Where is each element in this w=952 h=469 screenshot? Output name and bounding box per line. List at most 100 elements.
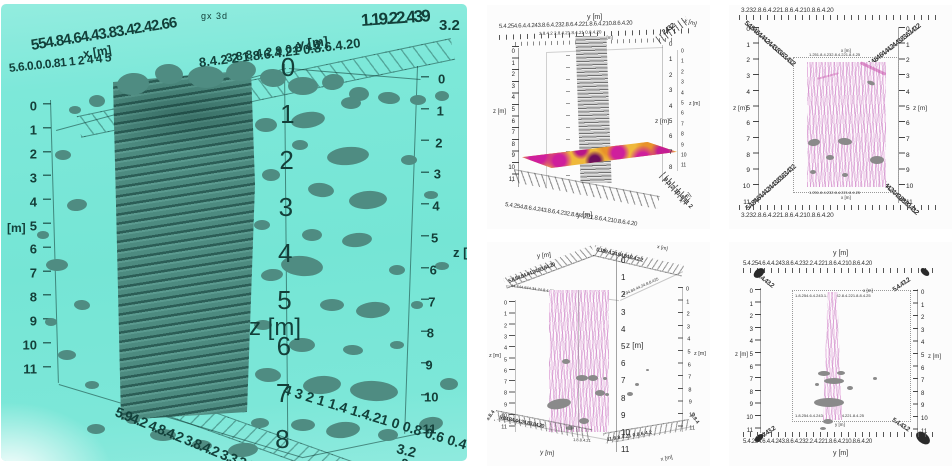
y-tick-row-bottom: 5.4.254.8.6.4.243.8.6.4.232.8.6.4.221.8.… (504, 202, 638, 228)
isosurface-blob (389, 265, 405, 275)
y-tick-row-bottom: 3.232.8.6.4.221.8.6.4.210.8.6.4.20 (741, 212, 834, 219)
front-left-tick-text: 44.544.644.34.24.8.4.25 (510, 283, 555, 294)
tick-label: 0 (749, 289, 753, 295)
isosurface-blob (377, 91, 401, 105)
y-tick-row-top: 3.232.8.6.4.221.8.6.4.210.8.6.4.20 (741, 7, 834, 14)
tick-label: 2 (686, 311, 690, 318)
isosurface-blob (435, 262, 449, 270)
isosurface-blob (254, 220, 270, 230)
isosurface-blob (326, 145, 370, 167)
z-axis-label-left: z [m] (733, 105, 748, 112)
tick-label: 5 (29, 218, 37, 233)
tick-label: 4 (29, 194, 37, 210)
top-left-clutter-2: 5.6.0.0.0.81 1 2 4 4 5 (8, 50, 112, 75)
inner-bottom-label: x [m] (841, 195, 851, 200)
tick-label: 1 (921, 302, 925, 309)
y-axis-label-bottom: y [m] (833, 450, 849, 457)
tick-label: 8 (669, 165, 673, 172)
isosurface-blob (355, 300, 391, 320)
isosurface-blob (254, 367, 282, 383)
tick-label: 5 (277, 284, 292, 315)
corner-clutter-br: 2.8.4 (688, 412, 701, 426)
tick-label: 4 (503, 345, 507, 352)
tick-label: 10 (22, 337, 37, 353)
tick-label: 1 (280, 98, 295, 129)
mid-axis-line (616, 254, 617, 452)
isosurface-blob (342, 344, 364, 356)
tick-label: 2 (503, 322, 507, 329)
tick-label: 6 (749, 364, 753, 371)
radargram-face (807, 62, 886, 187)
isosurface-blob (85, 381, 99, 389)
tick-label: 8 (688, 387, 692, 394)
isosurface-blob (188, 66, 224, 88)
tick-label: 1 (746, 41, 750, 49)
thumbnail-front-face-view[interactable]: 3.232.8.6.4.221.8.6.4.210.8.6.4.20 5.4.8… (729, 5, 952, 229)
z-axis-line-right (404, 65, 418, 434)
tick-label: 6 (921, 365, 925, 372)
y-tick-row-top: 5.4.254.6.4.4.243.8.6.4.232.8.6.4.221.8.… (498, 20, 633, 30)
tick-label: 4 (906, 88, 910, 96)
tick-label: 11 (501, 424, 507, 431)
tick-label: 7 (621, 376, 626, 386)
tick-label: 8 (746, 151, 750, 159)
isosurface-blob (320, 299, 344, 311)
thumbnail-3d-slices-view[interactable]: y [m] 5.4.254.6.4.4.243.8.6.4.232.8.6.4.… (487, 5, 710, 229)
tick-label: 6 (687, 361, 691, 368)
isosurface-blob (154, 62, 184, 86)
tick-label: 3 (686, 324, 690, 331)
tick-label: 4 (687, 336, 691, 343)
tick-label: 8 (906, 151, 910, 159)
tick-label: 3 (433, 166, 442, 182)
y-axis-label-top: y [m] (587, 14, 603, 21)
tick-label: 0 (503, 300, 507, 307)
box-bottom-left-edge (58, 384, 304, 459)
z-axis-ticks-left: 0 1 2 3 4 5 6 7 8 9 10 11 (1, 4, 467, 461)
isosurface-blob (390, 341, 404, 349)
tick-label: 11 (23, 361, 37, 377)
z-axis-label-right: z [m (453, 245, 467, 260)
tick-label: 9 (921, 403, 925, 410)
z-axis-label-left: z [m] (493, 109, 506, 115)
inner-bottom-label: y [m] (835, 422, 845, 427)
photo-glare (1, 396, 121, 461)
x-axis-label-top: x [m] (656, 244, 669, 253)
plot-title: gx 3d (201, 11, 229, 21)
tick-label: 7 (688, 374, 692, 381)
tick-label: 7 (921, 378, 925, 385)
thumbnail-oblique-two-slices-view[interactable]: y [m] x [m] 5.8.84.84.44.24.83.84.20 0.1… (487, 242, 710, 466)
tick-label: 4 (669, 103, 673, 110)
tick-label: 8 (29, 289, 37, 305)
tick-label: 5 (681, 100, 684, 107)
tick-label: 5 (621, 342, 626, 351)
z-axis-label-mid: z [m] (626, 341, 644, 350)
tick-label: 5 (503, 356, 507, 363)
tick-label: 5 (921, 353, 925, 359)
y-axis-label-bottom: y [m] (577, 212, 593, 219)
tick-label: 2 (921, 315, 925, 322)
tick-label: 5 (906, 104, 910, 112)
tick-label: 0 (438, 71, 446, 87)
isosurface-blob (58, 350, 76, 360)
thumbnail-single-slice-view[interactable]: y [m] 5.4.254.6.4.4.243.8.6.4.232.2.4.22… (729, 242, 952, 466)
inner-top-label: x [m] (841, 48, 851, 53)
inner-top-row: 1.251.8.4.232.8.4.221.8.4.25 (809, 52, 861, 57)
tick-label: 10 (746, 415, 753, 421)
front-right-tick-text: 4.94.84.44.24.8.8.425 (621, 276, 660, 297)
isosurface-blob (292, 140, 308, 150)
left-axis-tick-marks (512, 46, 519, 181)
tick-label: 2 (746, 57, 750, 65)
y-tick-row-bottom: 5.4.254.6.4.4.243.8.6.4.232.2.4.221.8.6.… (743, 439, 872, 445)
x-axis-label-bottom: x [m] (660, 454, 674, 463)
z-axis-label-left: z [m] (735, 352, 748, 358)
m-unit-label: [m] (7, 221, 26, 235)
tick-label: 3 (621, 307, 626, 317)
isosurface-blobs (1, 4, 467, 461)
isosurface-blob (645, 369, 649, 371)
tick-label: 9 (749, 402, 753, 409)
tick-label: 4 (921, 340, 925, 347)
z-axis-ticks-right: 0 1 2 3 4 5 6 7 8 9 10 11 (1, 4, 467, 461)
bottom-tick-comb (739, 205, 939, 210)
